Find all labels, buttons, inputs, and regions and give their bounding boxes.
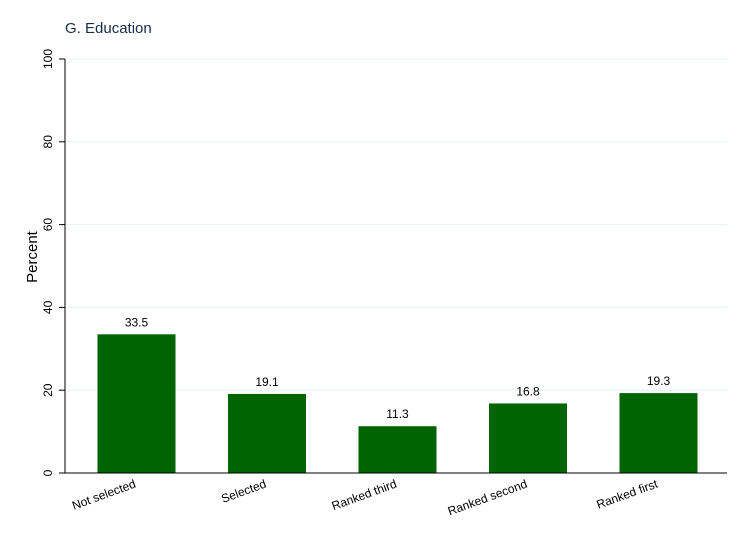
bar [228,393,306,473]
bar [97,334,176,473]
bar [489,403,567,473]
y-tick-label: 0 [41,469,55,476]
data-labels: 33.5 19.1 11.3 16.8 19.3 [125,315,671,421]
gridlines [66,58,727,391]
bar [619,393,698,473]
bars [97,334,698,473]
chart-title: G. Education [65,20,152,37]
y-tick-label: 40 [41,300,55,314]
y-tick-label: 20 [41,383,55,397]
data-label: 11.3 [386,407,409,421]
data-label: 33.5 [125,315,149,329]
x-tick-label: Ranked second [446,477,529,519]
y-axis-label: Percent [24,230,41,283]
x-axis: Not selected Selected Ranked third Ranked s… [65,472,727,519]
data-label: 19.1 [255,375,279,389]
x-tick-label: Ranked third [330,477,399,513]
x-tick-label: Selected [219,477,268,506]
data-label: 16.8 [516,384,540,398]
y-tick-label: 80 [41,135,55,149]
x-tick-label: Not selected [70,477,137,513]
bar [358,426,437,473]
y-tick-label: 100 [41,49,55,69]
y-axis: 0 20 40 60 80 100 [41,49,66,476]
data-label: 19.3 [647,374,671,388]
y-tick-label: 60 [41,218,55,232]
x-tick-label: Ranked first [595,476,661,511]
